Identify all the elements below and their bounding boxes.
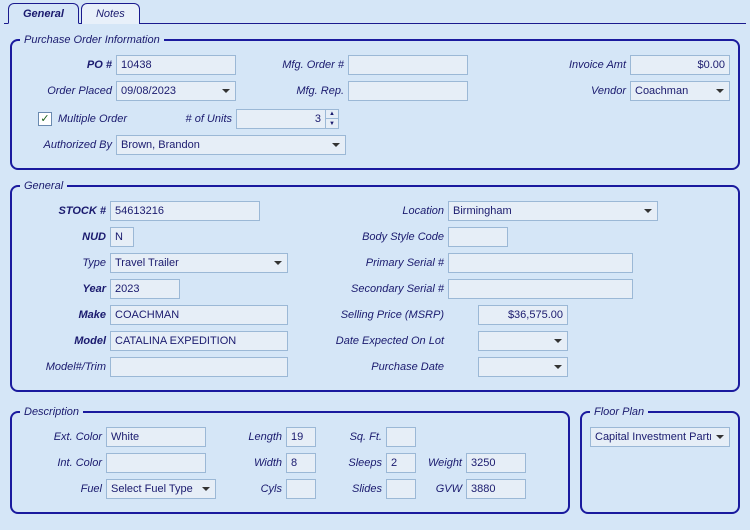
width-input[interactable] [286,453,316,473]
location-select[interactable] [448,201,658,221]
label-nud: NUD [20,231,110,243]
label-location: Location [320,205,448,217]
label-body-style: Body Style Code [320,231,448,243]
label-gvw: GVW [416,483,466,495]
label-make: Make [20,309,110,321]
multiple-order-checkbox[interactable] [38,112,52,126]
length-input[interactable] [286,427,316,447]
sleeps-input[interactable] [386,453,416,473]
label-fuel: Fuel [20,483,106,495]
label-type: Type [20,257,110,269]
nud-input[interactable] [110,227,134,247]
sqft-input[interactable] [386,427,416,447]
floor-plan-select[interactable] [590,427,730,447]
panel-general: Purchase Order Information PO # Mfg. Ord… [4,23,746,530]
mfg-order-input[interactable] [348,55,468,75]
label-width: Width [206,457,286,469]
fieldset-floor-plan: Floor Plan [580,406,740,514]
po-num-input[interactable] [116,55,236,75]
primary-serial-input[interactable] [448,253,633,273]
legend-floor-plan: Floor Plan [590,406,648,418]
authorized-by-select[interactable] [116,135,346,155]
label-vendor: Vendor [540,85,630,97]
label-cyls: Cyls [216,483,286,495]
label-secondary-serial: Secondary Serial # [320,283,448,295]
cyls-input[interactable] [286,479,316,499]
purchase-date-select[interactable] [478,357,568,377]
label-model-trim: Model#/Trim [20,361,110,373]
label-units: # of Units [146,113,236,125]
stock-input[interactable] [110,201,260,221]
label-length: Length [206,431,286,443]
label-invoice-amt: Invoice Amt [540,59,630,71]
tab-bar: General Notes [0,2,750,23]
gvw-input[interactable] [466,479,526,499]
label-date-expected: Date Expected On Lot [320,335,448,347]
body-style-input[interactable] [448,227,508,247]
ext-color-input[interactable] [106,427,206,447]
label-mfg-order: Mfg. Order # [236,59,348,71]
label-mfg-rep: Mfg. Rep. [236,85,348,97]
mfg-rep-input[interactable] [348,81,468,101]
make-input[interactable] [110,305,288,325]
units-spinner[interactable]: ▲▼ [325,109,339,129]
label-authorized-by: Authorized By [20,139,116,151]
invoice-amt-input[interactable] [630,55,730,75]
label-weight: Weight [416,457,466,469]
vendor-select[interactable] [630,81,730,101]
legend-general: General [20,180,67,192]
fieldset-po-info: Purchase Order Information PO # Mfg. Ord… [10,34,740,170]
label-sleeps: Sleeps [316,457,386,469]
year-input[interactable] [110,279,180,299]
label-purchase-date: Purchase Date [320,361,448,373]
tab-notes[interactable]: Notes [81,3,140,24]
legend-description: Description [20,406,83,418]
spinner-up-icon[interactable]: ▲ [326,110,338,119]
date-expected-select[interactable] [478,331,568,351]
legend-po-info: Purchase Order Information [20,34,164,46]
type-select[interactable] [110,253,288,273]
model-input[interactable] [110,331,288,351]
secondary-serial-input[interactable] [448,279,633,299]
label-int-color: Int. Color [20,457,106,469]
spinner-down-icon[interactable]: ▼ [326,119,338,128]
label-year: Year [20,283,110,295]
model-trim-input[interactable] [110,357,288,377]
selling-price-input[interactable] [478,305,568,325]
units-input[interactable] [236,109,326,129]
label-po-num: PO # [20,59,116,71]
slides-input[interactable] [386,479,416,499]
int-color-input[interactable] [106,453,206,473]
label-stock: STOCK # [20,205,110,217]
label-selling-price: Selling Price (MSRP) [320,309,448,321]
order-placed-select[interactable] [116,81,236,101]
tab-general[interactable]: General [8,3,79,24]
fieldset-general: General STOCK # NUD Type Year Make Model… [10,180,740,392]
fieldset-description: Description Ext. Color Length Sq. Ft. In… [10,406,570,514]
label-sqft: Sq. Ft. [316,431,386,443]
label-model: Model [20,335,110,347]
label-ext-color: Ext. Color [20,431,106,443]
label-slides: Slides [316,483,386,495]
fuel-select[interactable] [106,479,216,499]
label-multiple-order: Multiple Order [56,113,146,125]
label-primary-serial: Primary Serial # [320,257,448,269]
label-order-placed: Order Placed [20,85,116,97]
weight-input[interactable] [466,453,526,473]
